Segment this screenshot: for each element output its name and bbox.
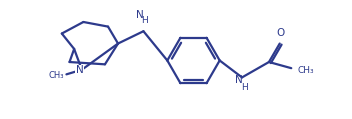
Text: H: H [142, 16, 148, 25]
Text: H: H [241, 83, 248, 92]
Text: CH₃: CH₃ [49, 71, 64, 80]
Text: N: N [235, 75, 243, 85]
Text: O: O [276, 28, 285, 38]
Text: CH₃: CH₃ [297, 66, 314, 75]
Text: N: N [76, 65, 83, 75]
Text: N: N [137, 10, 144, 20]
